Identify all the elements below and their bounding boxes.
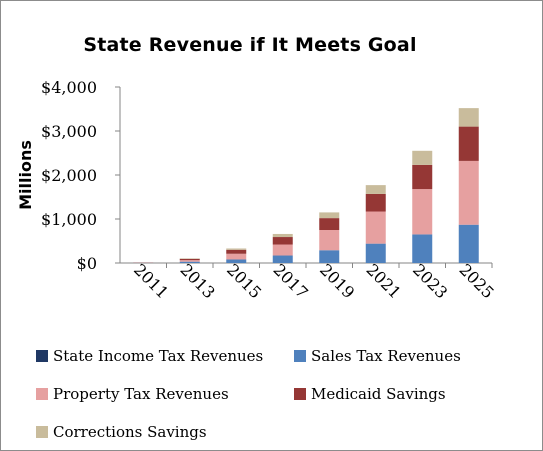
bar-segment: [458, 224, 479, 263]
x-tick-label: 2011: [130, 260, 172, 302]
bar-segment: [365, 243, 386, 263]
bar-segment: [365, 193, 386, 212]
legend-label: Corrections Savings: [53, 423, 207, 441]
bar-segment: [412, 150, 433, 165]
legend-label: Property Tax Revenues: [53, 385, 229, 403]
bar-segment: [319, 212, 340, 219]
bar-segment: [226, 248, 247, 250]
bar-segment: [319, 218, 340, 230]
x-tick-label: 2025: [456, 260, 498, 302]
legend-swatch: [36, 426, 48, 438]
bar-segment: [458, 108, 479, 127]
y-tick-label: $4,000: [41, 78, 97, 97]
bar-segment: [272, 237, 293, 245]
legend-item-state-income: State Income Tax Revenues: [36, 347, 263, 365]
bar-segment: [179, 258, 200, 261]
bar-segment: [412, 164, 433, 190]
bar-segment: [319, 250, 340, 263]
legend-item-corrections: Corrections Savings: [36, 423, 207, 441]
x-tick-label: 2013: [177, 260, 219, 302]
bar-segment: [272, 255, 293, 263]
legend-item-medicaid: Medicaid Savings: [294, 385, 446, 403]
bar-segment: [458, 160, 479, 225]
bar-segment: [365, 185, 386, 194]
bar-segment: [319, 230, 340, 251]
bar-segment: [272, 233, 293, 238]
x-tick-label: 2023: [409, 260, 451, 302]
y-tick-label: $2,000: [41, 166, 97, 185]
bar-segment: [226, 259, 247, 263]
bar-segment: [412, 189, 433, 235]
y-tick-label: $1,000: [41, 210, 97, 229]
y-axis-title: Millions: [16, 140, 35, 210]
legend-swatch: [36, 350, 48, 362]
legend-label: Medicaid Savings: [311, 385, 446, 403]
bar-segment: [179, 261, 200, 263]
x-tick-label: 2021: [363, 260, 405, 302]
legend-item-property-tax: Property Tax Revenues: [36, 385, 229, 403]
bar-segment: [226, 253, 247, 260]
bar-segment: [179, 260, 200, 262]
y-tick-label: $3,000: [41, 122, 97, 141]
legend-swatch: [294, 350, 306, 362]
x-tick-label: 2015: [223, 260, 265, 302]
bar-segment: [458, 126, 479, 161]
legend-label: Sales Tax Revenues: [311, 347, 461, 365]
y-tick-label: $0: [77, 254, 97, 273]
legend-item-sales-tax: Sales Tax Revenues: [294, 347, 461, 365]
bar-segment: [365, 211, 386, 244]
legend-label: State Income Tax Revenues: [53, 347, 264, 365]
x-tick-label: 2019: [316, 260, 358, 302]
legend-swatch: [294, 388, 306, 400]
x-tick-label: 2017: [270, 260, 312, 302]
bar-segment: [272, 244, 293, 256]
bar-segment: [412, 234, 433, 263]
bar-segment: [226, 249, 247, 254]
legend-swatch: [36, 388, 48, 400]
chart-title: State Revenue if It Meets Goal: [83, 34, 417, 56]
